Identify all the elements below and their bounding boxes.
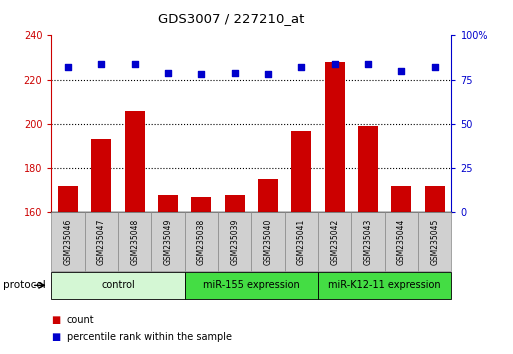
Point <box>97 61 105 67</box>
Bar <box>358 126 378 212</box>
Text: ■: ■ <box>51 332 61 342</box>
Text: GSM235044: GSM235044 <box>397 218 406 265</box>
Text: GSM235045: GSM235045 <box>430 218 439 265</box>
Point <box>264 72 272 77</box>
Bar <box>151 212 185 271</box>
Text: GSM235039: GSM235039 <box>230 218 239 265</box>
Point <box>430 64 439 70</box>
Bar <box>418 212 451 271</box>
Text: GSM235041: GSM235041 <box>297 218 306 265</box>
Bar <box>318 272 451 299</box>
Bar <box>191 197 211 212</box>
Text: miR-K12-11 expression: miR-K12-11 expression <box>328 280 441 290</box>
Bar <box>218 212 251 271</box>
Text: GSM235038: GSM235038 <box>197 218 206 265</box>
Point <box>130 61 139 67</box>
Bar <box>91 139 111 212</box>
Bar <box>125 110 145 212</box>
Bar <box>258 179 278 212</box>
Bar <box>158 195 178 212</box>
Point <box>230 70 239 75</box>
Bar <box>318 212 351 271</box>
Text: control: control <box>101 280 135 290</box>
Text: GSM235042: GSM235042 <box>330 218 339 265</box>
Text: GSM235043: GSM235043 <box>364 218 372 265</box>
Point <box>364 61 372 67</box>
Text: GSM235049: GSM235049 <box>164 218 172 265</box>
Bar <box>51 212 85 271</box>
Text: ■: ■ <box>51 315 61 325</box>
Bar <box>325 62 345 212</box>
Text: GSM235046: GSM235046 <box>64 218 72 265</box>
Point <box>64 64 72 70</box>
Point <box>330 61 339 67</box>
Bar <box>425 186 445 212</box>
Bar <box>185 212 218 271</box>
Bar <box>185 272 318 299</box>
Text: miR-155 expression: miR-155 expression <box>203 280 300 290</box>
Bar <box>251 212 285 271</box>
Text: protocol: protocol <box>3 280 45 290</box>
Bar <box>85 212 118 271</box>
Text: count: count <box>67 315 94 325</box>
Text: GSM235040: GSM235040 <box>264 218 272 265</box>
Text: percentile rank within the sample: percentile rank within the sample <box>67 332 232 342</box>
Bar <box>385 212 418 271</box>
Bar <box>51 272 185 299</box>
Text: GSM235047: GSM235047 <box>97 218 106 265</box>
Bar <box>285 212 318 271</box>
Bar <box>225 195 245 212</box>
Bar <box>291 131 311 212</box>
Point <box>397 68 405 74</box>
Text: GSM235048: GSM235048 <box>130 218 139 265</box>
Bar <box>58 186 78 212</box>
Bar <box>118 212 151 271</box>
Bar <box>351 212 385 271</box>
Text: GDS3007 / 227210_at: GDS3007 / 227210_at <box>157 12 304 25</box>
Bar <box>391 186 411 212</box>
Point <box>197 72 205 77</box>
Point <box>164 70 172 75</box>
Point <box>297 64 305 70</box>
